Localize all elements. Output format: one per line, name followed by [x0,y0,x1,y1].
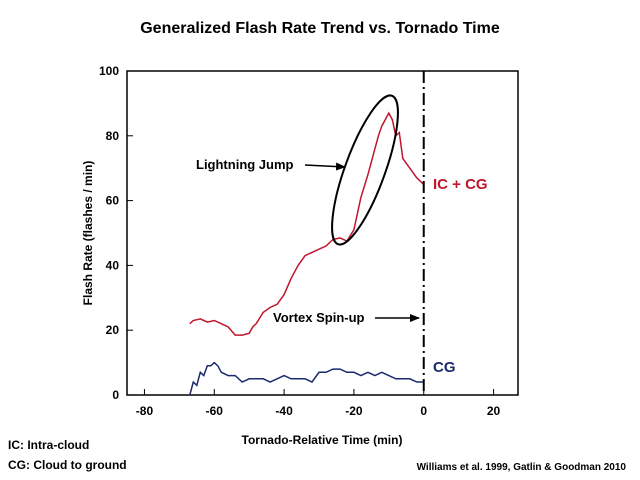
lightning-jump-ellipse [331,94,399,246]
y-tick-label: 0 [112,388,119,402]
series-line-ic-cg [189,111,425,336]
y-tick-label: 40 [106,258,120,272]
x-tick-label: -40 [275,404,293,418]
footnote-ic: IC: Intra-cloud [8,438,90,452]
y-tick-label: 20 [106,323,120,337]
plot-frame [126,70,519,396]
series-label-ic-cg: IC + CG [433,176,488,193]
x-axis-label: Tornado-Relative Time (min) [242,433,403,447]
x-tick-label: -60 [206,404,224,418]
x-tick-label: 0 [420,404,427,418]
lightning-jump-label: Lightning Jump [196,157,294,172]
chart-title: Generalized Flash Rate Trend vs. Tornado… [140,20,500,37]
axis-ticks: -80 -60 -40 -20 0 20 0 20 40 60 80 100 [99,64,501,418]
x-tick-label: -80 [136,404,154,418]
footnote-cg: CG: Cloud to ground [8,458,127,472]
y-tick-label: 60 [106,194,120,208]
y-tick-label: 80 [106,129,120,143]
y-tick-label: 100 [99,64,119,78]
series-label-cg: CG [433,359,456,376]
citation: Williams et al. 1999, Gatlin & Goodman 2… [416,462,626,473]
y-axis-label: Flash Rate (flashes / min) [81,161,95,306]
vortex-spinup-label: Vortex Spin-up [273,310,365,325]
x-tick-label: 20 [487,404,501,418]
x-tick-label: -20 [345,404,363,418]
series-line-cg [189,361,424,396]
lightning-jump-arrow [304,162,346,171]
